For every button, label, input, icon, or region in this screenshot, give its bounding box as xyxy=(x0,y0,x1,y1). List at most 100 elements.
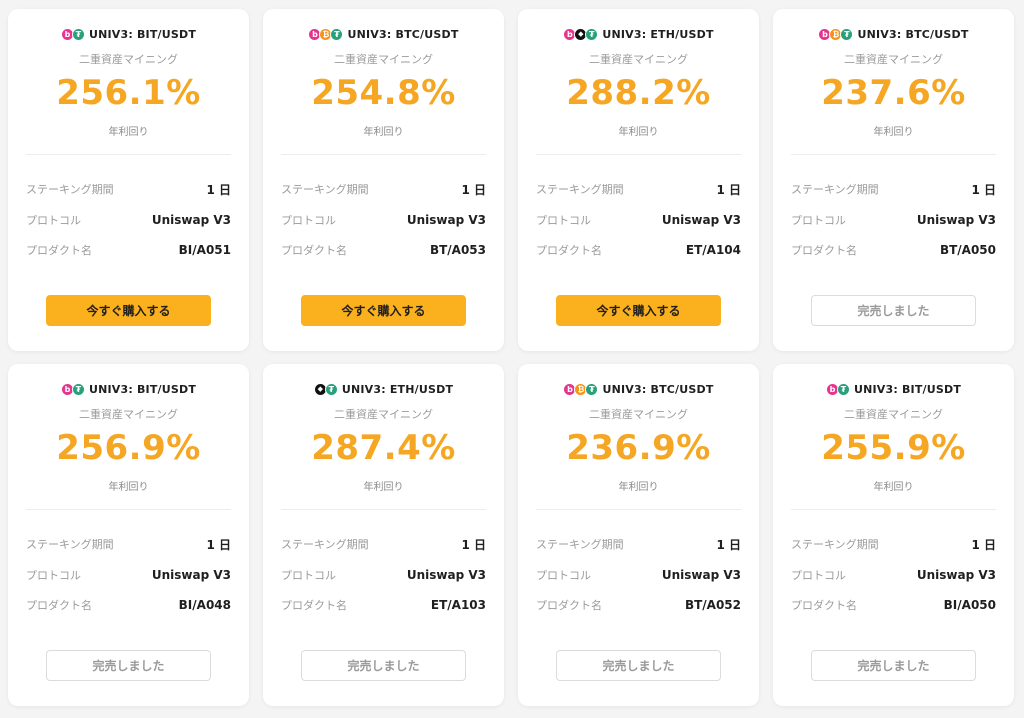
staking-period-row: ステーキング期間 1 日 xyxy=(26,180,231,198)
apr-label: 年利回り xyxy=(108,482,149,493)
staking-period-row: ステーキング期間 1 日 xyxy=(791,535,996,553)
product-type: 二重資産マイニング xyxy=(589,408,688,421)
usdt-icon: ₮ xyxy=(836,382,850,396)
pair-header: b ₿ ₮ UNIV3: BTC/USDT xyxy=(773,26,1014,42)
protocol-label: プロトコル xyxy=(536,214,591,227)
pair-header: b ₮ UNIV3: BIT/USDT xyxy=(773,381,1014,397)
staking-period-value: 1 日 xyxy=(461,182,486,197)
product-name-row: プロダクト名 ET/A103 xyxy=(281,596,486,614)
divider xyxy=(791,509,996,510)
buy-now-button[interactable]: 今すぐ購入する xyxy=(556,295,721,326)
product-name-value: BI/A050 xyxy=(943,598,996,612)
apr-value: 255.9% xyxy=(821,428,966,468)
apr-value: 256.1% xyxy=(56,73,201,113)
coin-icons: b ₮ xyxy=(60,27,85,41)
buy-now-button[interactable]: 今すぐ購入する xyxy=(46,295,211,326)
apr-value: 237.6% xyxy=(821,73,966,113)
divider xyxy=(281,509,486,510)
protocol-row: プロトコル Uniswap V3 xyxy=(791,566,996,584)
product-name-row: プロダクト名 BT/A053 xyxy=(281,241,486,259)
staking-period-row: ステーキング期間 1 日 xyxy=(281,535,486,553)
protocol-label: プロトコル xyxy=(281,214,336,227)
product-type: 二重資産マイニング xyxy=(844,408,943,421)
product-name-label: プロダクト名 xyxy=(26,599,92,612)
product-name-value: ET/A103 xyxy=(430,598,486,612)
protocol-label: プロトコル xyxy=(791,569,846,582)
pair-label: UNIV3: ETH/USDT xyxy=(341,382,454,396)
usdt-icon: ₮ xyxy=(585,27,599,41)
staking-period-value: 1 日 xyxy=(206,537,231,552)
protocol-row: プロトコル Uniswap V3 xyxy=(536,211,741,229)
product-name-row: プロダクト名 BT/A050 xyxy=(791,241,996,259)
usdt-icon: ₮ xyxy=(330,27,344,41)
protocol-row: プロトコル Uniswap V3 xyxy=(281,211,486,229)
pair-label: UNIV3: BIT/USDT xyxy=(853,382,962,396)
usdt-icon: ₮ xyxy=(585,382,599,396)
protocol-row: プロトコル Uniswap V3 xyxy=(791,211,996,229)
sold-out-button[interactable]: 完売しました xyxy=(811,295,976,326)
protocol-row: プロトコル Uniswap V3 xyxy=(281,566,486,584)
product-card: ◆ ₮ UNIV3: ETH/USDT 二重資産マイニング 287.4% 年利回… xyxy=(263,364,504,706)
apr-label: 年利回り xyxy=(873,127,914,138)
usdt-icon: ₮ xyxy=(71,27,85,41)
staking-period-label: ステーキング期間 xyxy=(536,538,624,551)
staking-period-label: ステーキング期間 xyxy=(281,538,369,551)
product-type: 二重資産マイニング xyxy=(79,408,178,421)
product-card: b ₮ UNIV3: BIT/USDT 二重資産マイニング 255.9% 年利回… xyxy=(773,364,1014,706)
protocol-label: プロトコル xyxy=(791,214,846,227)
divider xyxy=(536,154,741,155)
staking-period-row: ステーキング期間 1 日 xyxy=(791,180,996,198)
apr-value: 287.4% xyxy=(311,428,456,468)
pair-label: UNIV3: BTC/USDT xyxy=(857,27,969,41)
product-name-row: プロダクト名 BI/A048 xyxy=(26,596,231,614)
buy-now-button[interactable]: 今すぐ購入する xyxy=(301,295,466,326)
pair-header: b ₿ ₮ UNIV3: BTC/USDT xyxy=(518,381,759,397)
coin-icons: b ₿ ₮ xyxy=(818,27,854,41)
protocol-label: プロトコル xyxy=(536,569,591,582)
product-name-value: BI/A048 xyxy=(178,598,231,612)
staking-period-value: 1 日 xyxy=(716,182,741,197)
product-card: b ₿ ₮ UNIV3: BTC/USDT 二重資産マイニング 254.8% 年… xyxy=(263,9,504,351)
divider xyxy=(791,154,996,155)
divider xyxy=(26,154,231,155)
product-name-label: プロダクト名 xyxy=(26,244,92,257)
staking-period-label: ステーキング期間 xyxy=(791,183,879,196)
staking-period-value: 1 日 xyxy=(716,537,741,552)
staking-period-label: ステーキング期間 xyxy=(791,538,879,551)
product-card: b ₮ UNIV3: BIT/USDT 二重資産マイニング 256.1% 年利回… xyxy=(8,9,249,351)
divider xyxy=(26,509,231,510)
product-card: b ₮ UNIV3: BIT/USDT 二重資産マイニング 256.9% 年利回… xyxy=(8,364,249,706)
staking-period-label: ステーキング期間 xyxy=(281,183,369,196)
protocol-row: プロトコル Uniswap V3 xyxy=(26,566,231,584)
btc-icon: ₿ xyxy=(829,27,843,41)
apr-label: 年利回り xyxy=(363,127,404,138)
sold-out-button[interactable]: 完売しました xyxy=(46,650,211,681)
protocol-value: Uniswap V3 xyxy=(151,568,231,582)
sold-out-button[interactable]: 完売しました xyxy=(556,650,721,681)
protocol-value: Uniswap V3 xyxy=(916,213,996,227)
product-name-label: プロダクト名 xyxy=(536,599,602,612)
pair-label: UNIV3: BIT/USDT xyxy=(88,382,197,396)
product-name-label: プロダクト名 xyxy=(791,599,857,612)
sold-out-button[interactable]: 完売しました xyxy=(811,650,976,681)
coin-icons: ◆ ₮ xyxy=(313,382,338,396)
apr-value: 236.9% xyxy=(566,428,711,468)
product-name-value: BT/A052 xyxy=(684,598,741,612)
product-name-row: プロダクト名 BT/A052 xyxy=(536,596,741,614)
coin-icons: b ₿ ₮ xyxy=(308,27,344,41)
coin-icons: b ◆ ₮ xyxy=(563,27,599,41)
sold-out-button[interactable]: 完売しました xyxy=(301,650,466,681)
product-name-value: ET/A104 xyxy=(685,243,741,257)
product-name-value: BI/A051 xyxy=(178,243,231,257)
product-name-value: BT/A050 xyxy=(939,243,996,257)
apr-label: 年利回り xyxy=(618,482,659,493)
staking-period-value: 1 日 xyxy=(206,182,231,197)
coin-icons: b ₮ xyxy=(825,382,850,396)
product-name-row: プロダクト名 BI/A051 xyxy=(26,241,231,259)
product-type: 二重資産マイニング xyxy=(589,53,688,66)
usdt-icon: ₮ xyxy=(324,382,338,396)
product-grid: b ₮ UNIV3: BIT/USDT 二重資産マイニング 256.1% 年利回… xyxy=(8,9,1014,706)
product-type: 二重資産マイニング xyxy=(334,53,433,66)
staking-period-row: ステーキング期間 1 日 xyxy=(281,180,486,198)
staking-period-row: ステーキング期間 1 日 xyxy=(536,180,741,198)
